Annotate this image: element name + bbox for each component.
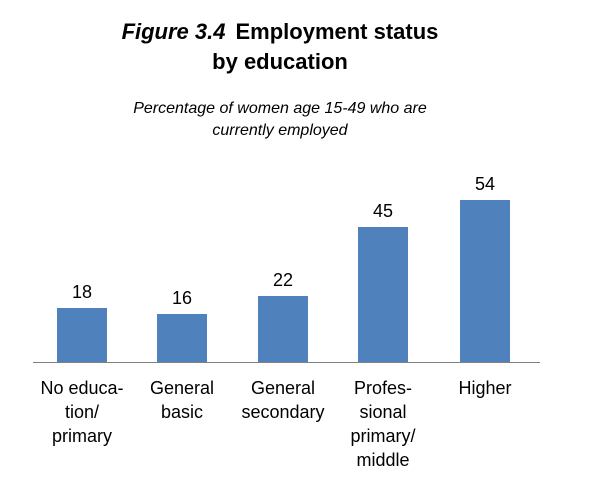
category-label-1: General basic [149, 378, 215, 422]
chart-title-line-2: by education [212, 49, 348, 74]
category-label-2: General secondary [241, 378, 325, 422]
category-label-0: No educa- tion/ primary [40, 378, 124, 446]
data-label-2: 22 [273, 270, 293, 290]
data-label-1: 16 [172, 288, 192, 308]
bar-1 [157, 314, 207, 362]
chart-title-text-1: Employment status [235, 19, 439, 44]
category-label-3: Profes- sional primary/ middle [350, 378, 416, 470]
figure-label: Figure 3.4 [121, 19, 226, 44]
data-label-0: 18 [72, 282, 92, 302]
chart-title-line-1: Figure 3.4 Employment status [0, 19, 560, 45]
bar-0 [57, 308, 107, 362]
bar-2 [258, 296, 308, 362]
chart-subtitle-line-2: currently employed [212, 122, 348, 139]
data-label-4: 54 [475, 174, 495, 194]
bar-3 [358, 227, 408, 362]
category-label-4: Higher [458, 378, 512, 398]
data-label-3: 45 [373, 201, 393, 221]
chart-subtitle-line-1: Percentage of women age 15-49 who are [133, 100, 427, 117]
bar-4 [460, 200, 510, 362]
